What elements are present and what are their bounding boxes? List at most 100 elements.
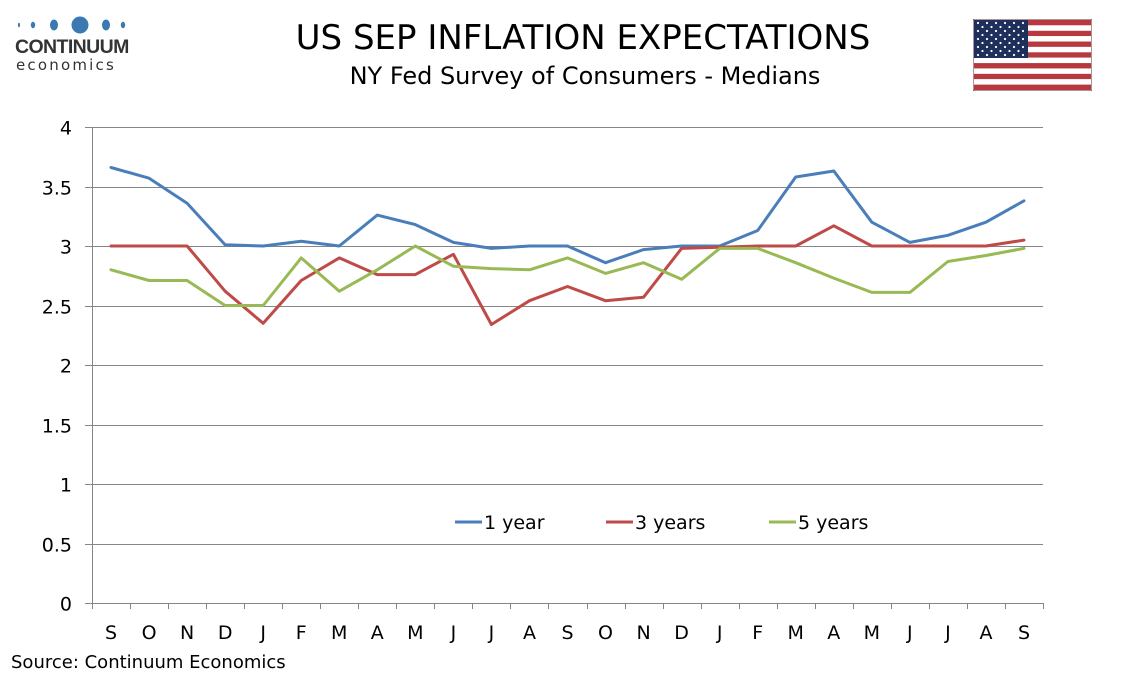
gridlines [92,127,1043,545]
flag-stripe [974,84,1091,90]
flag-star [994,21,998,25]
flag-stripes [974,20,1091,90]
flag-star [1012,29,1016,33]
flag-star [999,49,1002,53]
legend-label: 1 year [484,512,545,534]
flag-star [1003,29,1007,33]
y-tick-label: 2.5 [42,297,72,319]
x-tick-label: J [259,622,266,644]
y-tick-label: 3.5 [42,178,72,200]
flag-stripe [974,36,1091,42]
flag-star [976,37,980,41]
x-tick-label: F [752,622,763,644]
x-tick-label: O [142,622,157,644]
flag-star [981,49,984,53]
x-tick-label: M [788,622,804,644]
flag-stripe [974,73,1091,80]
flag-star [1008,49,1011,53]
flag-star [976,21,980,25]
x-tick-label: S [105,622,117,644]
flag-star [1003,37,1007,41]
x-tick-label: D [218,622,233,644]
flag-star [976,45,980,49]
flag-star [985,45,989,49]
y-tick-label: 1 [60,475,72,497]
flag-star [985,29,989,33]
y-tick-label: 3 [60,237,72,259]
logo-subtitle: economics [16,56,116,74]
logo-wordmark: CONTINUUM [15,36,129,58]
flag-stripe [974,52,1091,58]
flag-star [1021,37,1025,41]
flag-star [1003,45,1007,49]
x-tick-label: A [979,622,992,644]
chart-title: US SEP INFLATION EXPECTATIONS [295,18,871,58]
flag-star [976,29,980,33]
flag-star [1017,25,1020,29]
flag-star [999,33,1002,37]
flag-stripe [974,30,1091,37]
series-line-5-years [109,244,1026,307]
series-line-1-year [109,166,1026,265]
x-tick-label: M [864,622,880,644]
x-tick-label: J [944,622,951,644]
axes [92,127,1043,607]
flag-stars [976,21,1025,57]
x-tick-label: S [561,622,573,644]
legend: 1 year 3 years 5 years [455,512,868,534]
flag-star [1003,21,1007,25]
flag-star [994,29,998,33]
x-tick-label: S [1018,622,1030,644]
x-tick-label: N [180,622,194,644]
flag-star [1021,53,1025,57]
series-lines [109,166,1026,326]
x-tick-label: J [450,622,457,644]
x-tick-label: J [488,622,495,644]
flag-stripe [974,25,1091,31]
y-tick-label: 0.5 [42,535,72,557]
flag-star [990,41,993,45]
x-tick-label: D [674,622,689,644]
x-tick-label: N [636,622,650,644]
y-tick-label: 0 [60,594,72,616]
flag-star [1012,45,1016,49]
flag-star [981,33,984,37]
flag-star [999,41,1002,45]
flag-star [1017,33,1020,37]
flag-star [985,21,989,25]
flag-star [985,53,989,57]
flag-star [1017,41,1020,45]
flag-star [1012,21,1016,25]
flag-star [990,25,993,29]
flag-star [976,53,980,57]
x-tick-label: J [716,622,723,644]
flag-star [990,33,993,37]
x-tick-label: M [331,622,347,644]
flag-stripe [974,46,1091,53]
x-tick-label: O [598,622,613,644]
flag-star [1012,53,1016,57]
us-flag-icon [973,19,1092,91]
flag-star [1017,49,1020,53]
flag-stripe [974,57,1091,64]
x-tick-label: A [523,622,536,644]
x-tick-label: J [906,622,913,644]
y-tick-label: 1.5 [42,416,72,438]
flag-stripe [974,20,1091,26]
series-line-3-years [109,224,1026,326]
legend-label: 3 years [635,512,705,534]
y-tick-label: 4 [60,118,72,140]
flag-star [999,25,1002,29]
x-tick-label: F [296,622,307,644]
flag-star [1008,25,1011,29]
flag-star [1021,21,1025,25]
flag-star [985,37,989,41]
continuum-economics-logo: CONTINUUM economics [12,14,132,76]
flag-star [1012,37,1016,41]
flag-star [994,53,998,57]
x-tick-label: M [407,622,423,644]
flag-star [981,41,984,45]
flag-stripe [974,41,1091,47]
